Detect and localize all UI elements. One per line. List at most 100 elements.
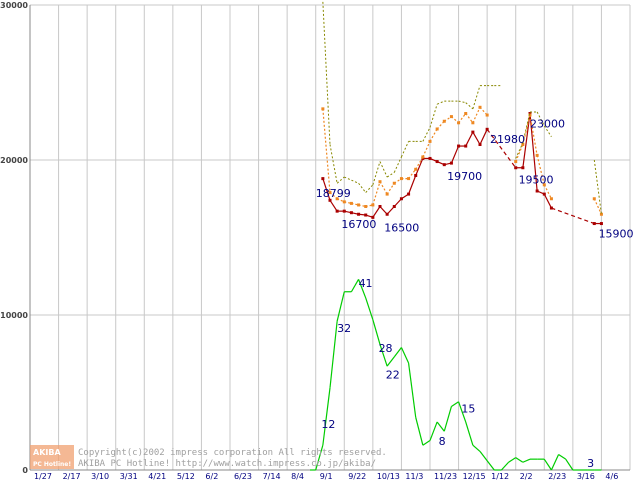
avg-price-point bbox=[421, 155, 425, 159]
avg-price-segment bbox=[529, 114, 538, 156]
min-price-segment bbox=[415, 158, 424, 176]
min-price-point bbox=[549, 206, 553, 210]
count-segment bbox=[472, 444, 481, 452]
data-label: 32 bbox=[337, 322, 351, 335]
data-label: 41 bbox=[359, 277, 373, 290]
data-label: 16700 bbox=[341, 218, 376, 231]
min-price-point bbox=[357, 212, 361, 216]
min-price-segment bbox=[408, 175, 417, 195]
max-price-segment bbox=[436, 100, 445, 105]
avg-price-point bbox=[478, 105, 482, 109]
min-price-segment bbox=[450, 145, 460, 164]
avg-price-point bbox=[321, 107, 325, 111]
count-segment bbox=[365, 297, 374, 320]
min-price-point bbox=[414, 174, 418, 177]
x-tick-label: 12/15 bbox=[463, 472, 486, 480]
count-segment bbox=[558, 453, 567, 460]
avg-price-point bbox=[349, 201, 353, 205]
avg-price-point bbox=[435, 127, 439, 131]
x-tick-label: 6/2 bbox=[205, 472, 218, 480]
y-tick-label: 10000 bbox=[0, 311, 28, 320]
avg-price-segment bbox=[458, 113, 467, 124]
max-price-segment bbox=[422, 127, 431, 142]
avg-price-point bbox=[328, 191, 332, 195]
data-label: 21980 bbox=[490, 133, 525, 146]
avg-price-point bbox=[528, 113, 532, 117]
max-price-segment bbox=[351, 179, 359, 184]
avg-price-point bbox=[449, 115, 453, 119]
max-price-segment bbox=[393, 156, 402, 173]
count-segment bbox=[550, 454, 560, 471]
min-price-segment bbox=[479, 129, 488, 145]
min-price-point bbox=[471, 130, 475, 134]
x-tick-label: 9/1 bbox=[320, 472, 333, 480]
count-segment bbox=[565, 458, 574, 471]
x-tick-label: 4/21 bbox=[148, 472, 166, 480]
min-price-segment bbox=[543, 193, 552, 209]
x-tick-label: 3/16 bbox=[577, 472, 595, 480]
count-segment bbox=[522, 458, 531, 463]
count-segment bbox=[358, 279, 367, 299]
avg-price-point bbox=[371, 203, 375, 207]
count-segment bbox=[508, 457, 517, 463]
max-price-segment bbox=[522, 111, 531, 144]
x-tick-label: 8/4 bbox=[291, 472, 304, 480]
min-price-point bbox=[521, 166, 525, 170]
data-label: 23000 bbox=[530, 117, 565, 130]
max-price-segment bbox=[472, 85, 481, 109]
min-price-point bbox=[464, 144, 468, 148]
data-label: 19500 bbox=[519, 173, 554, 186]
x-tick-label: 4/6 bbox=[605, 472, 618, 480]
min-price-point bbox=[349, 211, 353, 215]
min-price-segment bbox=[329, 199, 338, 212]
count-segment bbox=[436, 421, 445, 432]
x-tick-label: 11/23 bbox=[434, 472, 457, 480]
x-tick-label: 3/10 bbox=[91, 472, 109, 480]
y-tick-label: 30000 bbox=[0, 1, 28, 10]
count-segment bbox=[322, 387, 331, 446]
avg-price-point bbox=[357, 203, 361, 207]
avg-price-point bbox=[457, 121, 461, 125]
min-price-point bbox=[542, 192, 546, 196]
avg-price-point bbox=[378, 180, 382, 184]
avg-price-point bbox=[414, 167, 418, 171]
count-segment bbox=[500, 461, 510, 471]
max-price-segment bbox=[358, 182, 367, 193]
avg-price-point bbox=[442, 119, 446, 123]
min-price-point bbox=[378, 205, 382, 208]
count-segment bbox=[400, 347, 410, 364]
avg-price-segment bbox=[408, 168, 417, 179]
avg-price-point bbox=[535, 153, 539, 157]
count-segment bbox=[329, 321, 338, 388]
avg-price-point bbox=[521, 143, 525, 146]
x-tick-label: 6/23 bbox=[234, 472, 252, 480]
min-price-point bbox=[428, 156, 432, 160]
max-price-segment bbox=[379, 161, 388, 178]
avg-price-point bbox=[464, 112, 468, 115]
count-segment bbox=[415, 417, 424, 446]
min-price-point bbox=[392, 205, 396, 208]
min-price-point bbox=[421, 156, 425, 160]
watermark: AKIBA PC Hotline! Copyright(c)2002 impre… bbox=[30, 445, 387, 469]
series-layer bbox=[310, 1, 603, 471]
copyright-line: Copyright(c)2002 impress corporation All… bbox=[78, 448, 387, 458]
min-price-segment bbox=[486, 128, 517, 169]
x-tick-label: 2/23 bbox=[548, 472, 566, 480]
min-price-point bbox=[435, 160, 439, 164]
min-price-point bbox=[399, 197, 403, 201]
min-price-segment bbox=[372, 206, 381, 218]
min-price-segment bbox=[322, 178, 331, 201]
min-price-point bbox=[328, 198, 332, 202]
x-tick-label: 2/2 bbox=[520, 472, 533, 480]
count-segment bbox=[407, 362, 417, 418]
min-price-point bbox=[364, 213, 368, 217]
avg-price-point bbox=[399, 177, 403, 181]
max-price-segment bbox=[365, 184, 374, 193]
logo-top-text: AKIBA bbox=[33, 448, 61, 457]
min-price-segment bbox=[522, 113, 531, 168]
count-segment bbox=[386, 356, 395, 367]
avg-price-point bbox=[542, 183, 546, 187]
data-label: 16500 bbox=[384, 221, 419, 234]
avg-price-point bbox=[342, 200, 346, 204]
